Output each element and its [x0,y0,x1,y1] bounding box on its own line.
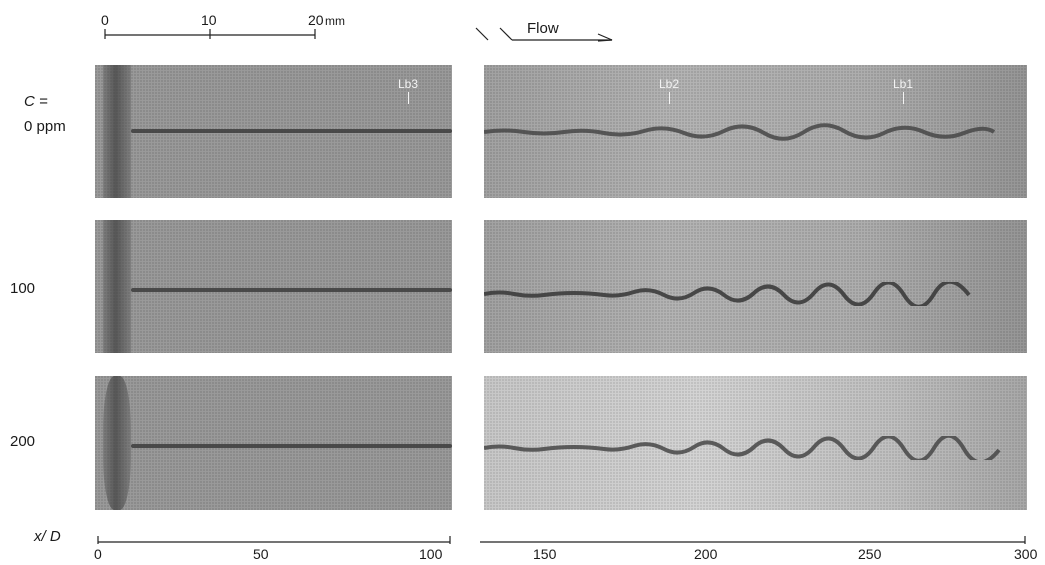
dye-streak [131,129,452,133]
nozzle-region [103,65,131,198]
photo-row3-right [484,376,1027,510]
photo-row3-left [95,376,452,510]
scale-tick-10: 10 [201,12,217,28]
marker-lb1: Lb1 [886,77,920,104]
photo-row1-right: Lb2 Lb1 [484,65,1027,198]
nozzle-region [103,220,131,353]
marker-lb2: Lb2 [652,77,686,104]
xaxis-tick-0: 0 [94,546,102,562]
nozzle-region [103,376,131,510]
xaxis-tick-100: 100 [419,546,443,562]
scale-unit: mm [325,14,345,28]
scale-tick-0: 0 [101,12,109,28]
flow-arrow [475,27,613,42]
dye-streak [131,288,452,292]
xaxis-tick-150: 150 [533,546,557,562]
xaxis-tick-300: 300 [1014,546,1038,562]
row-label-200: 200 [10,433,36,450]
dye-streak-wavy [484,282,971,306]
xaxis-tick-200: 200 [694,546,718,562]
row-label-0: 0 ppm [24,118,66,135]
xaxis-tick-50: 50 [253,546,269,562]
scale-bar [104,29,316,39]
xaxis-tick-250: 250 [858,546,882,562]
xaxis-line [97,536,1026,544]
photo-row2-left [95,220,452,353]
flow-label: Flow [527,20,559,37]
marker-lb3: Lb3 [393,77,423,104]
row-label-100: 100 [10,280,36,297]
dye-streak-wavy [484,436,1001,460]
concentration-symbol: C = [24,93,48,110]
scale-tick-20: 20 [308,12,324,28]
photo-row1-left: Lb3 [95,65,452,198]
dye-streak-wavy [484,123,996,141]
xaxis-label: x/ D [34,528,61,545]
photo-row2-right [484,220,1027,353]
dye-streak [131,444,452,448]
